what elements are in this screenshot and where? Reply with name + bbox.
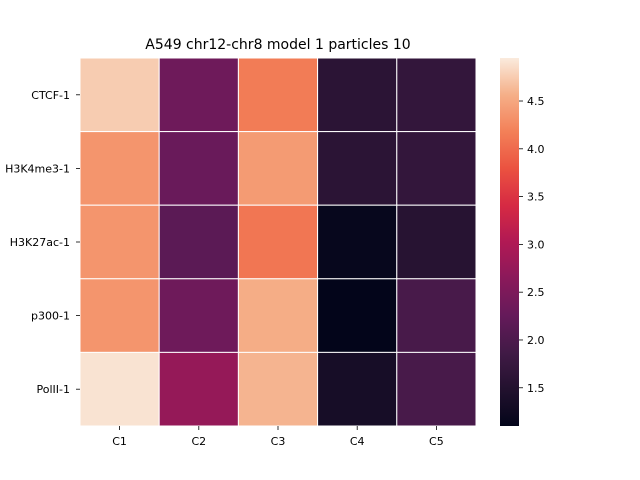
heatmap-cell-r1-c3 xyxy=(237,57,319,133)
x-tick-label: C3 xyxy=(271,435,286,448)
heatmap-cell-r4-c4 xyxy=(317,278,398,353)
heatmap-cell-r2-c2 xyxy=(158,131,239,206)
heatmap-cell-r3-c1 xyxy=(79,204,160,280)
heatmap-cell-r5-c3 xyxy=(237,351,319,427)
heatmap-cell-r5-c5 xyxy=(396,351,477,427)
heatmap-cell-r2-c3 xyxy=(237,131,319,206)
colorbar-tick-label: 4.5 xyxy=(527,95,545,108)
colorbar-tick-label: 3.0 xyxy=(527,238,545,251)
chart-title: A549 chr12-chr8 model 1 particles 10 xyxy=(145,37,410,53)
colorbar-tick-label: 3.5 xyxy=(527,191,545,204)
x-tick-label: C5 xyxy=(429,435,444,448)
heatmap-cell-r1-c1 xyxy=(79,57,160,133)
y-tick-label: H3K4me3-1 xyxy=(5,162,70,175)
heatmap-cell-r4-c1 xyxy=(79,278,160,353)
colorbar: 1.5 2.0 2.5 3.0 3.5 4.0 4.5 xyxy=(500,58,545,426)
y-tick-label: p300-1 xyxy=(31,310,70,323)
x-tick-label: C2 xyxy=(191,435,206,448)
heatmap-cell-r1-c4 xyxy=(317,57,398,133)
heatmap-cell-r2-c1 xyxy=(79,131,160,206)
colorbar-tick-label: 1.5 xyxy=(527,382,545,395)
y-tick-label: CTCF-1 xyxy=(31,89,70,102)
heatmap-cell-r5-c2 xyxy=(158,351,239,427)
heatmap-cell-r4-c5 xyxy=(396,278,477,353)
heatmap-cell-r4-c3 xyxy=(237,278,319,353)
heatmap-cell-r1-c5 xyxy=(396,57,477,133)
heatmap-cell-r3-c3 xyxy=(237,204,319,280)
colorbar-tick-label: 2.5 xyxy=(527,286,545,299)
x-tick-label: C1 xyxy=(112,435,127,448)
heatmap-cell-r4-c2 xyxy=(158,278,239,353)
heatmap-cell-r2-c5 xyxy=(396,131,477,206)
heatmap-cell-r5-c1 xyxy=(79,351,160,427)
x-tick-label: C4 xyxy=(350,435,365,448)
y-axis-ticks: CTCF-1 H3K4me3-1 H3K27ac-1 p300-1 PolII-1 xyxy=(5,89,80,396)
heatmap-cell-r2-c4 xyxy=(317,131,398,206)
heatmap-cells xyxy=(79,57,477,427)
heatmap-cell-r1-c2 xyxy=(158,57,239,133)
y-tick-label: H3K27ac-1 xyxy=(10,236,70,249)
heatmap-cell-r5-c4 xyxy=(317,351,398,427)
y-tick-label: PolII-1 xyxy=(37,383,70,396)
colorbar-gradient xyxy=(500,58,519,426)
heatmap-cell-r3-c2 xyxy=(158,204,239,280)
heatmap-cell-r3-c5 xyxy=(396,204,477,280)
colorbar-tick-label: 4.0 xyxy=(527,143,545,156)
x-axis-ticks: C1 C2 C3 C4 C5 xyxy=(112,426,444,448)
heatmap-cell-r3-c4 xyxy=(317,204,398,280)
colorbar-tick-label: 2.0 xyxy=(527,334,545,347)
